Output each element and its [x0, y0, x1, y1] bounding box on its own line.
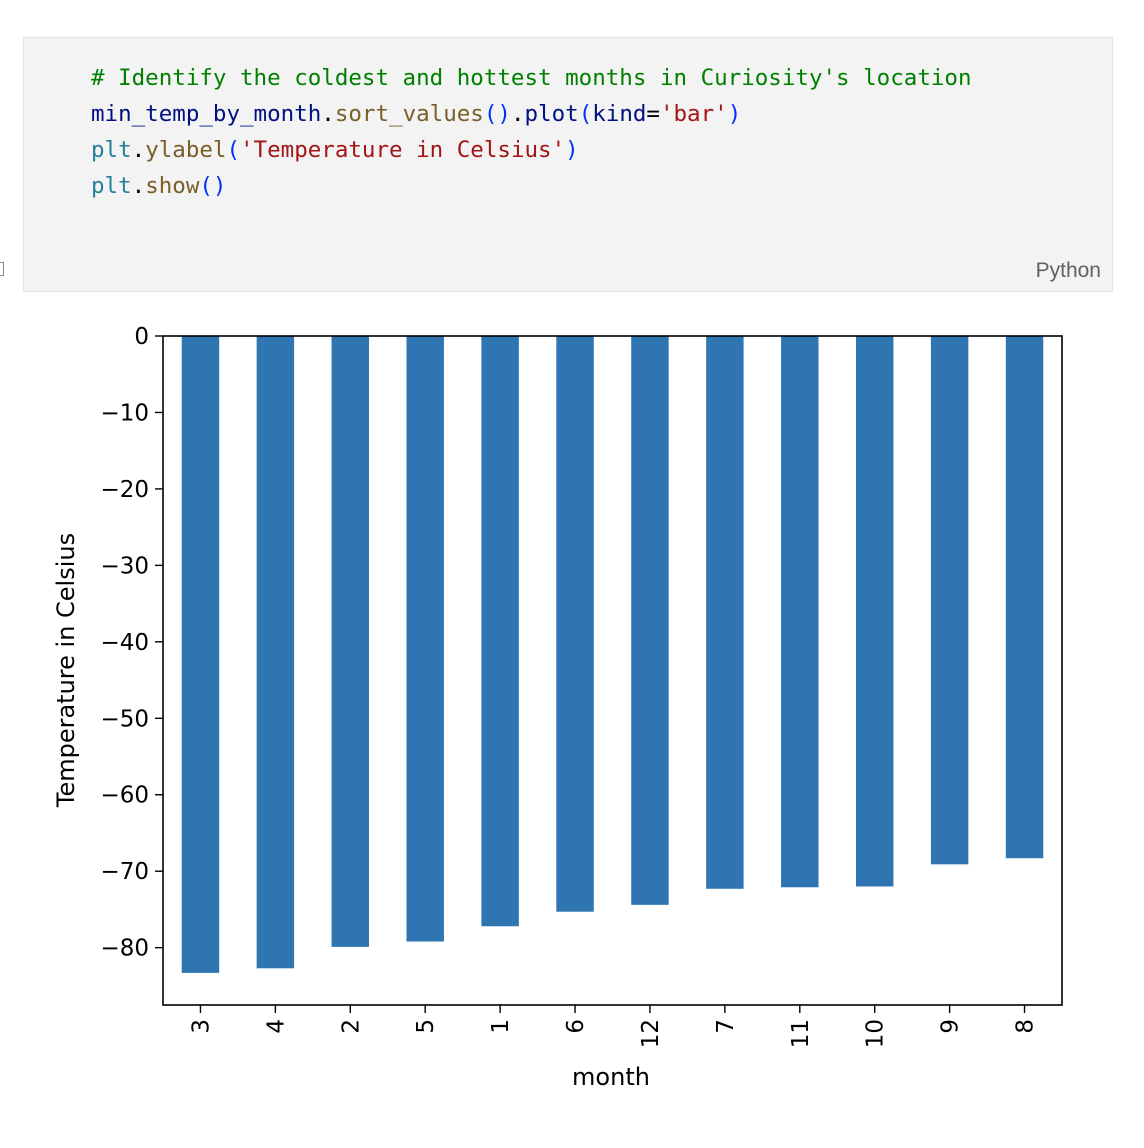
- bar-month-7: [706, 336, 744, 889]
- y-tick-label: −30: [100, 553, 149, 579]
- y-tick-label: −20: [100, 477, 149, 503]
- x-tick-label: 1: [488, 1019, 514, 1034]
- code-token: .: [131, 173, 146, 199]
- x-tick-label: 9: [938, 1019, 964, 1034]
- bars-group: [181, 336, 1044, 973]
- y-tick-label: −10: [100, 400, 149, 426]
- bar-month-11: [781, 336, 819, 888]
- code-token: .: [131, 137, 146, 163]
- y-tick-label: 0: [134, 324, 149, 350]
- x-tick-label: 8: [1013, 1019, 1039, 1034]
- x-tick-label: 10: [863, 1019, 889, 1048]
- code-token: kind: [592, 101, 647, 127]
- axes-frame: [162, 335, 1063, 1006]
- y-tick-label: −40: [100, 630, 149, 656]
- x-tick-label: 6: [563, 1019, 589, 1034]
- code-token: (): [483, 101, 511, 127]
- code-token: .: [510, 101, 525, 127]
- x-tick-label: 4: [263, 1019, 289, 1034]
- bar-month-4: [256, 336, 295, 969]
- y-tick-label: −50: [100, 706, 149, 732]
- x-tick-label: 12: [638, 1019, 664, 1048]
- code-editor[interactable]: # Identify the coldest and hottest month…: [91, 60, 972, 204]
- y-axis-label: Temperature in Celsius: [52, 533, 80, 808]
- bar-chart: 0 −10 −20 −30 −40 −50 −60 −70 −80 3 4 2 5 1 6 12 7 11 10 9…: [52, 324, 1063, 1091]
- y-tick-label: −80: [100, 936, 149, 962]
- cell-language-label[interactable]: Python: [1035, 259, 1101, 282]
- code-token: 'bar': [659, 101, 728, 127]
- code-token: show: [145, 173, 200, 199]
- code-token: plot: [524, 101, 579, 127]
- y-tick-label: −60: [100, 783, 149, 809]
- code-token: (): [199, 173, 227, 199]
- x-axis: 3 4 2 5 1 6 12 7 11 10 9 8: [188, 1005, 1039, 1048]
- code-token: ): [565, 137, 579, 163]
- x-tick-label: 11: [788, 1019, 814, 1048]
- bar-month-12: [631, 336, 669, 905]
- bar-month-5: [406, 336, 444, 942]
- code-token: =: [646, 101, 660, 127]
- code-token: plt: [91, 137, 132, 163]
- bar-month-10: [855, 336, 894, 887]
- code-line-plot: min_temp_by_month.sort_values().plot(kin…: [91, 101, 741, 127]
- code-line-ylabel: plt.ylabel('Temperature in Celsius'): [91, 137, 579, 163]
- cell-run-indicator[interactable]: [0, 262, 4, 276]
- code-token: ): [727, 101, 742, 127]
- bar-month-9: [930, 336, 969, 865]
- x-axis-label: month: [572, 1063, 650, 1091]
- bar-month-1: [481, 336, 519, 927]
- bar-month-2: [331, 336, 370, 947]
- code-line-show: plt.show(): [91, 173, 226, 199]
- code-comment: # Identify the coldest and hottest month…: [91, 65, 972, 91]
- code-token: min_temp_by_month: [91, 101, 322, 127]
- code-token: sort_values: [334, 101, 484, 127]
- x-tick-label: 7: [713, 1019, 739, 1034]
- code-cell[interactable]: # Identify the coldest and hottest month…: [23, 37, 1113, 292]
- x-tick-label: 5: [413, 1019, 439, 1034]
- code-token: (: [578, 101, 593, 127]
- code-token: .: [321, 101, 335, 127]
- y-axis: 0 −10 −20 −30 −40 −50 −60 −70 −80: [100, 324, 163, 962]
- code-token: ylabel: [145, 137, 227, 163]
- bar-month-6: [556, 336, 594, 912]
- code-token: (: [226, 137, 241, 163]
- x-tick-label: 3: [188, 1019, 214, 1034]
- code-token: 'Temperature in Celsius': [240, 137, 566, 163]
- bar-month-3: [181, 336, 220, 973]
- y-tick-label: −70: [100, 859, 149, 885]
- x-tick-label: 2: [338, 1019, 364, 1034]
- bar-month-8: [1005, 336, 1044, 859]
- code-token: plt: [91, 173, 132, 199]
